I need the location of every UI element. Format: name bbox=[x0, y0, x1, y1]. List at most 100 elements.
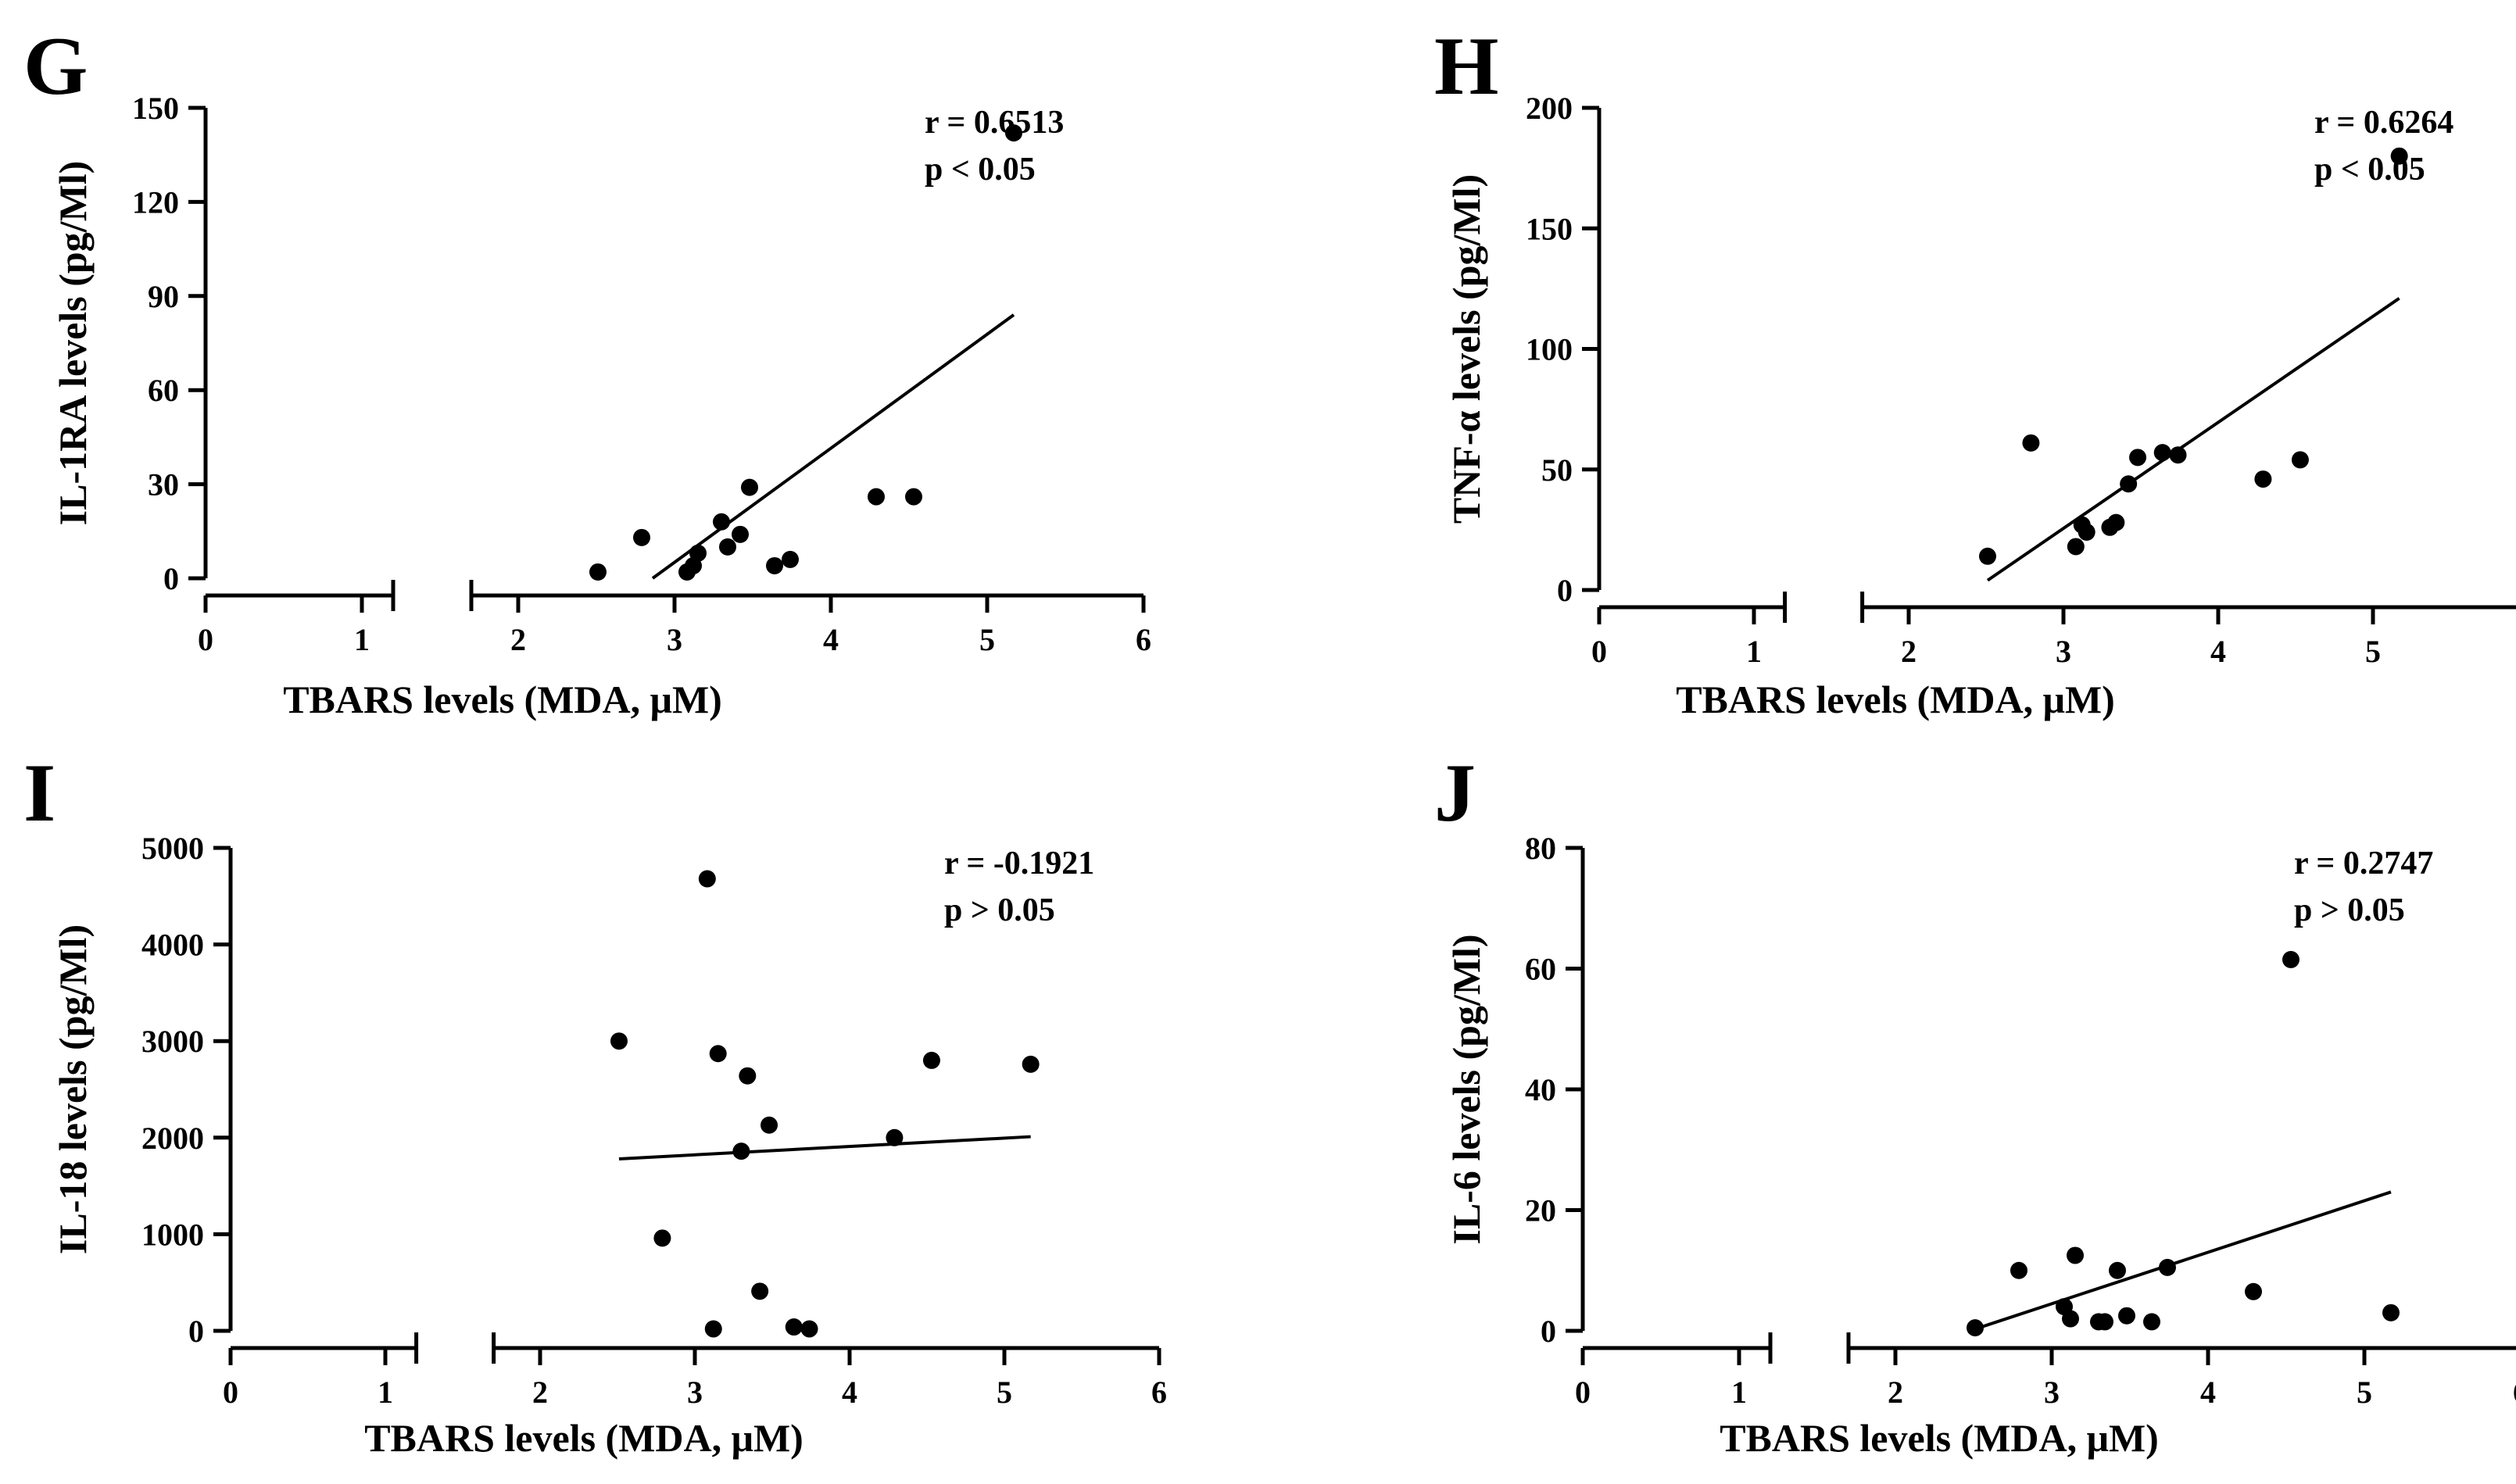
x-axis-title: TBARS levels (MDA, μM) bbox=[283, 678, 722, 721]
p-value: p < 0.05 bbox=[2314, 152, 2425, 188]
x-tick-label: 6 bbox=[1151, 1375, 1167, 1410]
panel-letter: H bbox=[1434, 20, 1498, 112]
y-tick-label: 3000 bbox=[141, 1024, 204, 1059]
correlation-r: r = -0.1921 bbox=[944, 846, 1094, 881]
correlation-r: r = 0.2747 bbox=[2294, 846, 2433, 881]
p-value: p > 0.05 bbox=[2294, 892, 2405, 928]
x-axis-title: TBARS levels (MDA, μM) bbox=[1676, 678, 2115, 721]
regression-line bbox=[618, 1135, 1031, 1160]
data-point bbox=[2382, 1303, 2400, 1321]
data-point bbox=[782, 550, 799, 568]
p-value: p > 0.05 bbox=[944, 892, 1055, 928]
x-axis-title: TBARS levels (MDA, μM) bbox=[1720, 1416, 2159, 1460]
y-tick-label: 150 bbox=[132, 91, 179, 126]
y-tick-label: 80 bbox=[1525, 831, 1556, 866]
panel-letter: I bbox=[23, 747, 55, 839]
chart-panel-i: I 0 1000 2000 3000 4000 5000 0 1 2 3 4 5 6 TBARS level… bbox=[23, 747, 1167, 1460]
x-tick-label: 4 bbox=[823, 622, 839, 657]
y-tick-label: 0 bbox=[188, 1314, 204, 1349]
data-point bbox=[751, 1282, 769, 1300]
chart-panel-h: H0501001502000123456TBARS levels (MDA, μ… bbox=[1434, 20, 2516, 721]
x-tick-label: 0 bbox=[1575, 1375, 1591, 1410]
data-point bbox=[2245, 1282, 2262, 1300]
chart-panel-j: J 0 20 40 60 80 0 1 2 3 4 5 6 TBARS levels (MDA, μM) I… bbox=[1434, 747, 2516, 1460]
x-tick-label: 6 bbox=[2513, 1375, 2516, 1410]
x-tick-label: 4 bbox=[2200, 1375, 2216, 1410]
data-point bbox=[698, 870, 716, 888]
data-point bbox=[905, 488, 922, 506]
data-point bbox=[732, 525, 749, 543]
data-point bbox=[610, 1032, 628, 1050]
data-point bbox=[719, 538, 736, 556]
data-point bbox=[2169, 446, 2187, 464]
data-point bbox=[1978, 547, 1996, 565]
data-point bbox=[922, 1051, 940, 1069]
y-tick-label: 100 bbox=[1526, 332, 1573, 367]
data-point bbox=[2254, 470, 2272, 488]
data-point bbox=[653, 1229, 671, 1247]
data-point bbox=[741, 478, 758, 496]
data-point bbox=[785, 1318, 803, 1336]
x-tick-label: 3 bbox=[2056, 634, 2071, 669]
data-point bbox=[2067, 1246, 2084, 1264]
data-point bbox=[2109, 1261, 2126, 1279]
y-tick-label: 1000 bbox=[141, 1217, 204, 1252]
x-tick-label: 1 bbox=[378, 1375, 393, 1410]
y-tick-label: 200 bbox=[1526, 91, 1573, 126]
x-tick-label: 2 bbox=[532, 1375, 548, 1410]
x-axis-title: TBARS levels (MDA, μM) bbox=[364, 1416, 803, 1460]
x-tick-label: 1 bbox=[1731, 1375, 1747, 1410]
y-axis-title: IL-18 levels (pg/Ml) bbox=[51, 924, 95, 1254]
data-point bbox=[1005, 124, 1022, 142]
regression-line bbox=[651, 313, 1015, 580]
data-point bbox=[739, 1067, 757, 1085]
x-tick-label: 3 bbox=[667, 622, 682, 657]
y-tick-label: 5000 bbox=[141, 831, 204, 866]
data-point bbox=[2390, 147, 2408, 165]
data-point bbox=[886, 1128, 904, 1146]
y-tick-label: 40 bbox=[1525, 1072, 1556, 1107]
data-point bbox=[2153, 444, 2171, 462]
data-point bbox=[2022, 434, 2040, 452]
data-point bbox=[2107, 513, 2125, 531]
y-tick-label: 0 bbox=[1557, 573, 1573, 608]
data-point bbox=[2129, 449, 2147, 467]
data-point bbox=[1967, 1319, 1984, 1337]
x-tick-label: 4 bbox=[842, 1375, 857, 1410]
panel-letter: J bbox=[1434, 747, 1476, 839]
data-point bbox=[589, 563, 607, 581]
x-tick-label: 5 bbox=[2357, 1375, 2372, 1410]
data-point bbox=[2291, 451, 2309, 469]
data-point bbox=[633, 528, 650, 546]
correlation-r: r = 0.6513 bbox=[925, 105, 1064, 141]
y-tick-label: 4000 bbox=[141, 928, 204, 963]
y-axis-title: TNF-α levels (pg/Ml) bbox=[1444, 174, 1488, 524]
data-point bbox=[1022, 1055, 1040, 1073]
y-tick-label: 90 bbox=[148, 279, 179, 314]
data-point bbox=[713, 513, 730, 531]
x-tick-label: 3 bbox=[2044, 1375, 2060, 1410]
data-point bbox=[2143, 1313, 2160, 1331]
data-point bbox=[732, 1143, 750, 1160]
x-tick-label: 5 bbox=[979, 622, 995, 657]
regression-line bbox=[1986, 297, 2400, 582]
y-axis-title: IL-6 levels (pg/Ml) bbox=[1444, 934, 1488, 1244]
x-tick-label: 0 bbox=[223, 1375, 238, 1410]
y-tick-label: 20 bbox=[1525, 1193, 1556, 1228]
x-tick-label: 2 bbox=[1888, 1375, 1903, 1410]
x-tick-label: 2 bbox=[1901, 634, 1917, 669]
x-tick-label: 5 bbox=[2365, 634, 2381, 669]
panel-letter: G bbox=[23, 20, 88, 112]
y-tick-label: 120 bbox=[132, 184, 179, 220]
x-tick-label: 1 bbox=[1746, 634, 1762, 669]
data-point bbox=[2282, 950, 2299, 968]
y-tick-label: 0 bbox=[163, 561, 179, 596]
y-tick-label: 150 bbox=[1526, 211, 1573, 246]
x-tick-label: 3 bbox=[687, 1375, 703, 1410]
data-point bbox=[689, 544, 707, 562]
data-point bbox=[2118, 1307, 2135, 1325]
data-point bbox=[766, 556, 783, 574]
data-point bbox=[2010, 1261, 2027, 1279]
x-tick-label: 2 bbox=[510, 622, 526, 657]
